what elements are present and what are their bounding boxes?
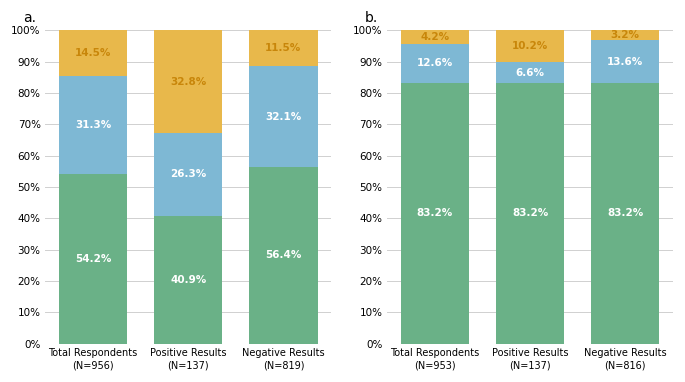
Bar xyxy=(401,83,469,344)
Bar xyxy=(154,31,223,133)
Bar xyxy=(249,31,318,66)
Text: 54.2%: 54.2% xyxy=(75,254,111,264)
Text: 26.3%: 26.3% xyxy=(170,169,206,180)
Bar xyxy=(249,167,318,344)
Bar xyxy=(59,76,127,174)
Bar xyxy=(249,66,318,167)
Bar xyxy=(154,215,223,344)
Bar xyxy=(154,133,223,215)
Bar xyxy=(591,40,660,83)
Text: 6.6%: 6.6% xyxy=(516,68,545,78)
Text: 83.2%: 83.2% xyxy=(416,208,453,219)
Text: 3.2%: 3.2% xyxy=(611,31,640,40)
Bar xyxy=(496,83,564,344)
Bar xyxy=(496,62,564,83)
Bar xyxy=(591,83,660,344)
Bar xyxy=(401,44,469,83)
Bar xyxy=(496,31,564,62)
Text: 10.2%: 10.2% xyxy=(512,41,548,52)
Text: b.: b. xyxy=(364,11,377,25)
Text: 31.3%: 31.3% xyxy=(75,120,111,130)
Text: 40.9%: 40.9% xyxy=(170,275,206,285)
Text: 4.2%: 4.2% xyxy=(421,32,449,42)
Text: a.: a. xyxy=(23,11,36,25)
Text: 32.8%: 32.8% xyxy=(170,77,206,87)
Text: 32.1%: 32.1% xyxy=(265,112,301,122)
Bar xyxy=(401,31,469,44)
Bar xyxy=(59,31,127,76)
Text: 12.6%: 12.6% xyxy=(416,58,453,68)
Bar xyxy=(591,31,660,40)
Text: 56.4%: 56.4% xyxy=(265,250,301,260)
Text: 83.2%: 83.2% xyxy=(512,208,548,219)
Text: 14.5%: 14.5% xyxy=(75,48,111,58)
Text: 11.5%: 11.5% xyxy=(265,44,301,53)
Bar xyxy=(59,174,127,344)
Text: 13.6%: 13.6% xyxy=(607,57,643,67)
Text: 83.2%: 83.2% xyxy=(607,208,643,219)
